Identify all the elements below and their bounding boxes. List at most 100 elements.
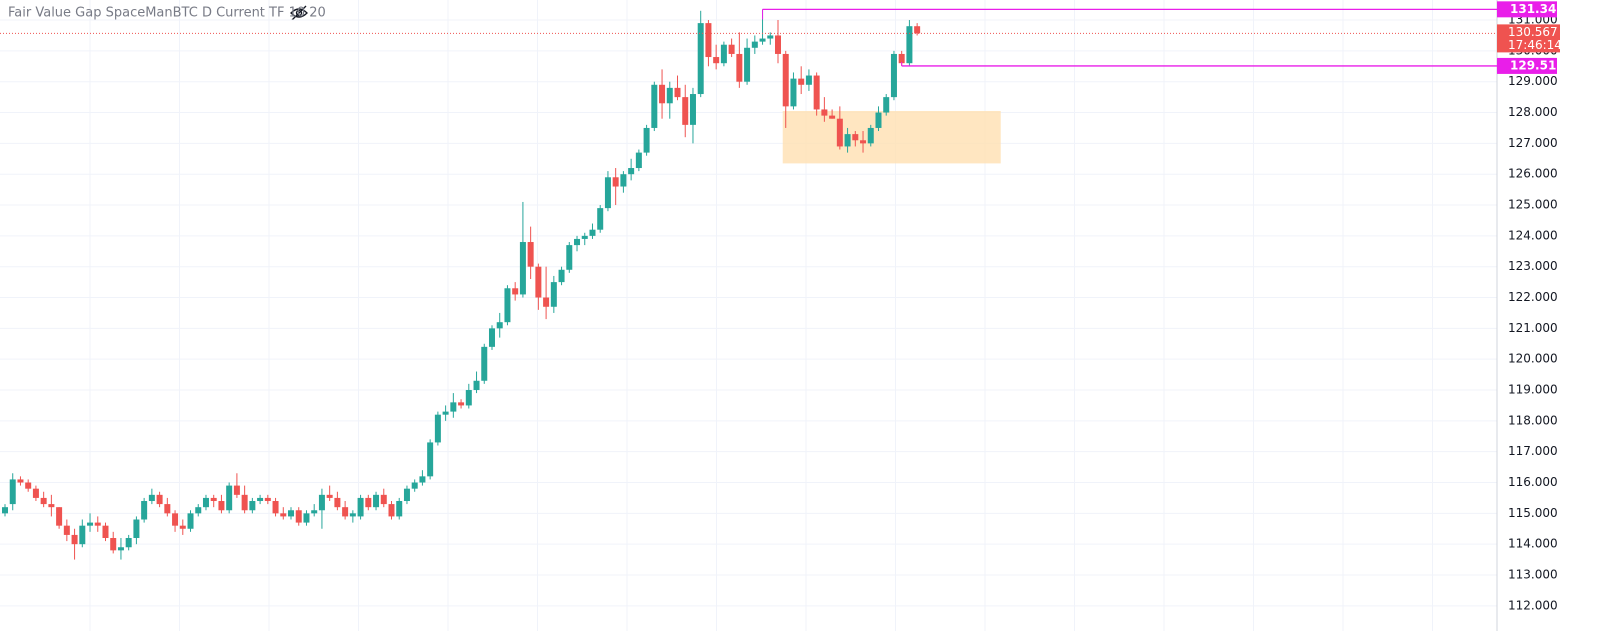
- candle-body: [898, 53, 905, 64]
- chart-title: Fair Value Gap SpaceManBTC D Current TF …: [8, 6, 326, 21]
- candle-body: [574, 238, 581, 246]
- candle-body: [288, 510, 295, 517]
- candle-body: [782, 53, 789, 107]
- candle-body: [705, 23, 712, 58]
- candle-body: [775, 35, 781, 54]
- candle-body: [635, 152, 642, 169]
- candle-body: [164, 504, 171, 514]
- candle-body: [380, 494, 387, 505]
- y-tick-label: 114.000: [1508, 537, 1558, 551]
- y-tick-label: 127.000: [1508, 136, 1558, 150]
- candle-body: [543, 297, 550, 307]
- candle-body: [403, 488, 410, 502]
- candle-body: [488, 328, 495, 347]
- candle-body: [860, 140, 867, 144]
- candle-body: [187, 513, 194, 529]
- candle-body: [550, 282, 557, 307]
- candle-body: [628, 168, 635, 175]
- candle-body: [473, 380, 480, 391]
- candle-body: [249, 501, 256, 511]
- candle-body: [682, 97, 689, 125]
- candle-body: [133, 519, 140, 539]
- y-tick-label: 124.000: [1508, 228, 1558, 242]
- candle-body: [233, 485, 240, 495]
- candle-body: [94, 522, 101, 526]
- candle-body: [295, 510, 302, 523]
- candle-body: [720, 44, 727, 64]
- candle-body: [195, 507, 202, 514]
- y-tick-label: 118.000: [1508, 413, 1558, 427]
- candle-body: [48, 504, 55, 508]
- candle-body: [504, 288, 511, 323]
- candle-body: [767, 35, 774, 39]
- candle-body: [713, 57, 720, 64]
- candle-body: [79, 525, 86, 545]
- hide-icon[interactable]: [290, 5, 308, 21]
- level-label: 129.512: [1510, 58, 1565, 72]
- candle-body: [257, 497, 264, 502]
- candle-body: [419, 476, 426, 483]
- candle-body: [759, 38, 766, 42]
- y-tick-label: 116.000: [1508, 475, 1558, 489]
- candle-body: [728, 44, 735, 54]
- candle-body: [852, 134, 859, 141]
- level-box: [1497, 1, 1557, 18]
- candle-body: [689, 94, 696, 125]
- candle-body: [179, 525, 186, 529]
- candle-body: [40, 497, 47, 505]
- candle-body: [32, 488, 39, 498]
- candle-body: [458, 402, 465, 406]
- candle-body: [241, 494, 248, 511]
- countdown-label: 17:46:14: [1508, 38, 1562, 52]
- candle-body: [434, 414, 441, 443]
- candle-body: [311, 510, 318, 514]
- candle-body: [836, 118, 843, 147]
- candle-body: [156, 494, 163, 505]
- candle-body: [798, 78, 805, 85]
- level-box: [1497, 57, 1557, 74]
- y-tick-label: 125.000: [1508, 198, 1558, 212]
- candle-body: [512, 288, 519, 295]
- candle-body: [751, 41, 758, 48]
- candle-body: [218, 501, 225, 511]
- candle-body: [697, 23, 704, 95]
- candle-body: [9, 479, 16, 505]
- candle-body: [56, 507, 63, 526]
- candle-body: [226, 485, 233, 511]
- candle-body: [264, 497, 271, 502]
- y-tick-label: 112.000: [1508, 598, 1558, 612]
- candle-body: [829, 115, 836, 119]
- candle-body: [744, 47, 751, 82]
- candle-body: [326, 494, 333, 498]
- candle-body: [643, 127, 650, 153]
- candle-body: [589, 229, 596, 236]
- y-tick-label: 129.000: [1508, 74, 1558, 88]
- candle-body: [411, 482, 418, 489]
- candle-body: [442, 411, 449, 415]
- candle-body: [674, 87, 681, 98]
- candle-body: [465, 390, 472, 406]
- y-tick-label: 128.000: [1508, 105, 1558, 119]
- candle-body: [914, 26, 921, 34]
- candle-body: [427, 442, 434, 477]
- candle-body: [280, 513, 287, 517]
- candle-body: [867, 127, 874, 144]
- y-tick-label: 121.000: [1508, 321, 1558, 335]
- candle-body: [172, 513, 179, 526]
- candle-body: [2, 507, 8, 514]
- y-tick-label: 115.000: [1508, 506, 1558, 520]
- candle-body: [597, 208, 604, 230]
- y-tick-label: 123.000: [1508, 259, 1558, 273]
- candle-body: [558, 269, 565, 283]
- candle-body: [125, 538, 132, 548]
- candle-body: [17, 479, 24, 483]
- candle-body: [906, 26, 913, 64]
- candle-body: [883, 97, 890, 113]
- candle-body: [318, 494, 325, 511]
- candle-body: [890, 53, 897, 98]
- candle-body: [566, 245, 573, 270]
- candle-body: [666, 87, 673, 104]
- last-price-label: 130.567: [1508, 25, 1558, 39]
- candle-body: [210, 497, 217, 502]
- candle-body: [805, 75, 812, 85]
